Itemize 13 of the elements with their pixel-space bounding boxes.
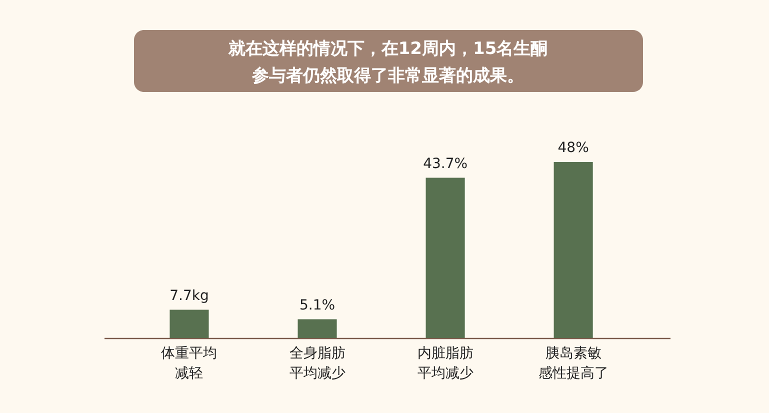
data-label: 48% <box>558 140 589 156</box>
data-label: 7.7kg <box>170 288 209 304</box>
data-label: 5.1% <box>299 297 336 314</box>
bar <box>298 319 337 338</box>
bar <box>554 162 593 338</box>
data-label: 43.7% <box>423 156 468 172</box>
chart-title: 就在这样的情况下，在12周内，15名生酮参与者仍然取得了非常显著的成果。 <box>227 39 548 86</box>
bar <box>170 310 209 338</box>
x-tick-label: 胰岛素敏感性提高了 <box>538 346 608 382</box>
x-tick-label: 内脏脂肪平均减少 <box>417 346 474 382</box>
x-tick-label: 全身脂肪平均减少 <box>289 346 346 382</box>
bar <box>426 178 465 338</box>
x-tick-label: 体重平均减轻 <box>161 346 218 382</box>
